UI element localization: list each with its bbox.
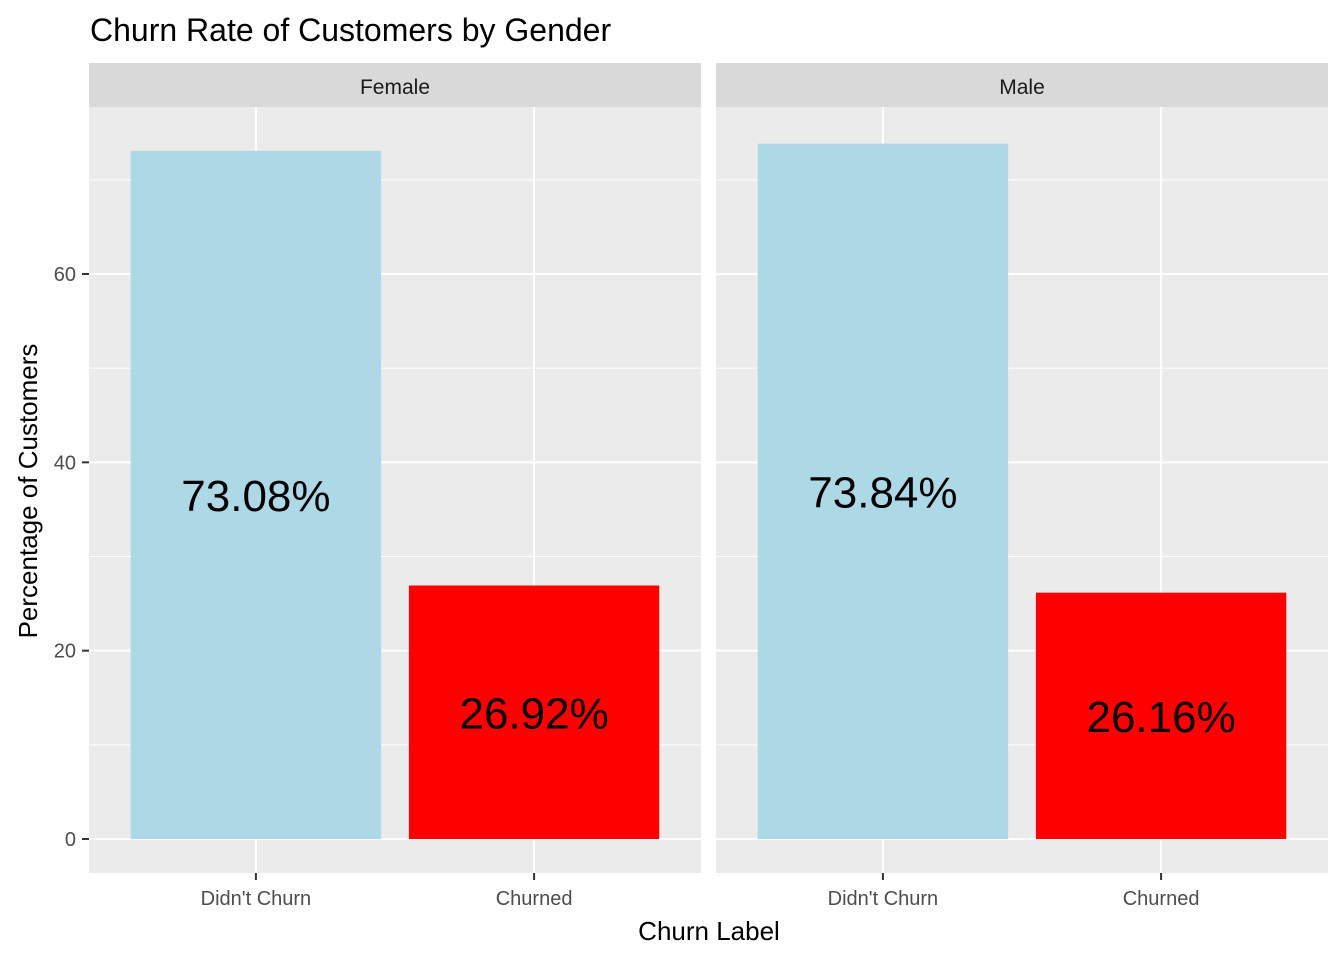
- data-label: 26.92%: [459, 689, 608, 738]
- chart-title: Churn Rate of Customers by Gender: [90, 12, 611, 48]
- y-tick-label: 60: [54, 264, 76, 286]
- facet-label: Female: [360, 76, 430, 99]
- facet-strip-female: [89, 63, 701, 107]
- x-tick-label: Churned: [496, 888, 573, 910]
- facet-label: Male: [999, 76, 1045, 99]
- data-label: 73.08%: [181, 472, 330, 521]
- bar-male-churned: [1035, 592, 1287, 839]
- x-tick-label: Churned: [1123, 888, 1200, 910]
- facets-layer: 0 20 40 60 Female 73.08% 26.92% Didn't Churn Chu…: [54, 63, 1328, 910]
- data-label: 73.84%: [808, 468, 957, 517]
- bar-male-didnt-churn: [757, 143, 1009, 839]
- x-tick-label: Didn't Churn: [828, 888, 939, 910]
- data-label: 26.16%: [1086, 693, 1235, 742]
- y-tick-label: 20: [54, 641, 76, 663]
- bar-female-didnt-churn: [130, 150, 382, 839]
- bar-female-churned: [408, 585, 660, 839]
- facet-strip-male: [716, 63, 1328, 107]
- x-tick-label: Didn't Churn: [201, 888, 312, 910]
- y-tick-label: 40: [54, 452, 76, 474]
- x-axis-title: Churn Label: [638, 916, 780, 946]
- y-axis-title: Percentage of Customers: [13, 344, 43, 639]
- y-tick-label: 0: [65, 829, 76, 851]
